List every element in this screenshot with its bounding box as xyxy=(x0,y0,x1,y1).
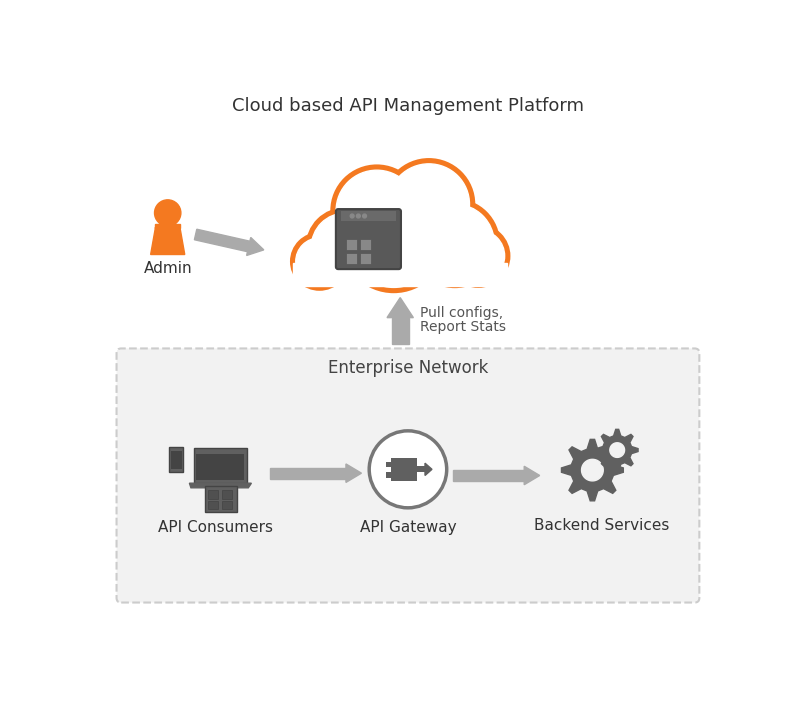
Text: UI &: UI & xyxy=(405,221,438,236)
Polygon shape xyxy=(346,464,361,482)
Circle shape xyxy=(386,162,472,247)
Polygon shape xyxy=(525,466,540,484)
Polygon shape xyxy=(189,483,252,488)
Text: Report Stats: Report Stats xyxy=(419,320,505,334)
Bar xyxy=(391,458,417,481)
Polygon shape xyxy=(596,430,638,471)
Polygon shape xyxy=(392,318,408,344)
Circle shape xyxy=(450,227,507,284)
Bar xyxy=(346,239,357,250)
Circle shape xyxy=(388,164,470,245)
Circle shape xyxy=(416,204,494,282)
Circle shape xyxy=(309,211,382,283)
Bar xyxy=(194,448,247,483)
Bar xyxy=(360,253,371,264)
Bar xyxy=(386,461,392,467)
Bar xyxy=(170,447,183,471)
Circle shape xyxy=(344,191,443,290)
Bar xyxy=(205,487,237,513)
Circle shape xyxy=(413,202,497,284)
Bar xyxy=(294,264,507,286)
Circle shape xyxy=(452,230,505,282)
Bar xyxy=(208,490,218,499)
Circle shape xyxy=(311,213,380,281)
Circle shape xyxy=(363,214,366,218)
Text: Backend Services: Backend Services xyxy=(534,518,669,533)
Bar xyxy=(208,501,218,509)
Bar xyxy=(386,472,392,478)
Polygon shape xyxy=(425,464,432,476)
Bar xyxy=(222,501,232,509)
Bar xyxy=(222,490,232,499)
Circle shape xyxy=(336,170,417,251)
Bar xyxy=(197,454,244,480)
Circle shape xyxy=(296,238,343,285)
Bar xyxy=(171,451,181,469)
Text: Reports: Reports xyxy=(405,235,464,250)
Bar xyxy=(341,212,396,221)
Text: API Consumers: API Consumers xyxy=(158,520,273,534)
Circle shape xyxy=(154,200,181,226)
Bar xyxy=(346,253,357,264)
Polygon shape xyxy=(610,443,625,458)
Polygon shape xyxy=(453,470,525,481)
Bar xyxy=(360,239,371,250)
Polygon shape xyxy=(561,440,623,501)
Circle shape xyxy=(294,235,345,287)
Text: Cloud based API Management Platform: Cloud based API Management Platform xyxy=(232,97,584,115)
Circle shape xyxy=(357,214,361,218)
FancyBboxPatch shape xyxy=(116,349,700,603)
Polygon shape xyxy=(194,229,250,252)
Circle shape xyxy=(334,168,419,253)
Polygon shape xyxy=(150,228,185,254)
Circle shape xyxy=(369,431,447,508)
Polygon shape xyxy=(247,238,263,256)
Circle shape xyxy=(350,214,354,218)
Text: Enterprise Network: Enterprise Network xyxy=(328,360,488,378)
Text: API Gateway: API Gateway xyxy=(360,521,456,535)
Circle shape xyxy=(346,193,441,287)
Polygon shape xyxy=(582,459,603,481)
Text: Admin: Admin xyxy=(143,261,192,276)
Bar xyxy=(417,466,425,472)
Polygon shape xyxy=(387,297,413,318)
FancyBboxPatch shape xyxy=(336,209,401,269)
Polygon shape xyxy=(270,468,346,479)
Polygon shape xyxy=(155,224,180,228)
Text: Pull configs,: Pull configs, xyxy=(419,306,503,320)
